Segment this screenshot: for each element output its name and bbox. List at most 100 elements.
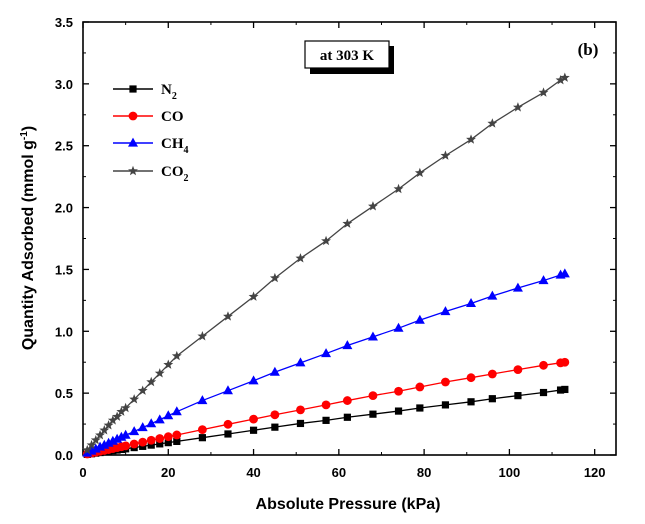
data-point-co <box>539 360 548 370</box>
temperature-annotation: at 303 K <box>304 40 394 74</box>
legend-label-base: N <box>161 82 172 98</box>
data-point-co2 <box>512 102 523 112</box>
legend-item-n2: N2 <box>113 82 177 102</box>
data-point-n2 <box>271 423 279 431</box>
data-point-co <box>163 432 173 442</box>
data-point-co <box>197 425 207 435</box>
x-tick-label: 0 <box>79 465 86 480</box>
data-point-ch4 <box>222 385 233 395</box>
data-point-co2 <box>487 118 498 128</box>
data-point-co2 <box>440 150 451 160</box>
series-ch4 <box>82 268 570 457</box>
data-point-n2 <box>156 440 164 448</box>
data-point-co2 <box>466 134 476 144</box>
data-point-co <box>466 373 476 383</box>
y-tick-label: 1.0 <box>55 324 73 339</box>
data-point-n2 <box>539 388 548 397</box>
data-point-n2 <box>514 392 522 400</box>
legend-marker <box>128 137 138 147</box>
data-point-co2 <box>248 291 259 301</box>
data-point-co2 <box>342 218 353 228</box>
data-point-co2 <box>393 183 404 194</box>
data-point-co2 <box>538 87 549 97</box>
data-point-ch4 <box>512 282 523 292</box>
data-point-n2 <box>416 404 424 412</box>
data-point-co <box>138 437 148 447</box>
y-axis-title: Quantity Adsorbed (mmol g-1) <box>19 126 37 350</box>
data-point-ch4 <box>487 290 498 300</box>
data-point-co <box>121 441 131 451</box>
data-point-n2 <box>488 395 496 403</box>
data-point-ch4 <box>269 366 280 376</box>
data-point-ch4 <box>342 340 353 350</box>
data-point-co2 <box>295 253 306 263</box>
data-point-ch4 <box>163 410 174 420</box>
data-point-co2 <box>197 331 208 341</box>
x-tick-label: 20 <box>161 465 175 480</box>
y-axis-title-close: ) <box>20 126 37 131</box>
data-point-co <box>172 430 182 440</box>
legend-label: N2 <box>161 82 177 102</box>
data-point-co <box>513 365 523 375</box>
data-point-ch4 <box>440 306 451 316</box>
data-point-ch4 <box>171 406 182 416</box>
data-point-co2 <box>146 376 157 387</box>
data-point-ch4 <box>129 426 140 436</box>
y-tick-label: 0.0 <box>55 448 73 463</box>
data-point-co2 <box>112 411 123 421</box>
data-point-co <box>146 435 156 445</box>
data-point-co2 <box>129 394 140 404</box>
data-point-ch4 <box>154 414 165 424</box>
data-point-co <box>415 382 425 392</box>
data-point-n2 <box>198 434 206 442</box>
data-point-co2 <box>555 74 566 85</box>
legend-item-co2: CO2 <box>113 164 189 184</box>
series-co <box>82 357 570 459</box>
data-point-n2 <box>147 441 155 449</box>
x-tick-label: 80 <box>417 465 431 480</box>
data-point-n2 <box>224 430 232 438</box>
data-point-co2 <box>99 425 110 435</box>
data-point-co2 <box>414 167 425 178</box>
data-point-co2 <box>103 420 114 430</box>
axis-ticks: 0 20 40 60 80 100 120 0.0 0.5 1.0 1.5 2.0 2.5 3.0 3.5 <box>55 15 616 480</box>
data-point-co <box>394 386 403 396</box>
series-line-co2 <box>86 77 566 451</box>
data-point-n2 <box>394 407 403 415</box>
data-point-ch4 <box>146 418 157 428</box>
data-point-ch4 <box>393 322 404 332</box>
y-axis-title-main: Quantity Adsorbed (mmol g <box>20 140 37 350</box>
data-point-co <box>487 369 497 379</box>
data-point-co2 <box>223 311 233 321</box>
x-tick-label: 60 <box>332 465 346 480</box>
data-point-ch4 <box>559 268 570 278</box>
legend-marker <box>128 165 138 176</box>
x-axis-title: Absolute Pressure (kPa) <box>256 496 441 513</box>
data-point-n2 <box>467 398 475 406</box>
data-point-co2 <box>116 406 127 416</box>
data-point-ch4 <box>120 429 131 439</box>
data-point-co2 <box>154 368 165 378</box>
data-point-n2 <box>249 426 258 434</box>
y-tick-label: 3.5 <box>55 15 73 30</box>
legend-label-subscript: 2 <box>172 91 177 102</box>
legend-item-ch4: CH4 <box>113 136 189 156</box>
data-point-n2 <box>296 419 305 428</box>
legend-label-subscript: 4 <box>184 145 189 156</box>
data-point-ch4 <box>137 422 148 432</box>
legend-label-base: CO <box>161 109 184 125</box>
y-tick-label: 2.0 <box>55 201 73 216</box>
x-tick-label: 100 <box>499 465 521 480</box>
legend-label: CO2 <box>161 164 189 184</box>
legend-label-subscript: 2 <box>184 173 189 184</box>
data-point-n2 <box>173 437 181 445</box>
data-point-co2 <box>86 439 97 450</box>
data-point-co2 <box>120 402 131 413</box>
data-point-ch4 <box>321 348 332 358</box>
data-point-co <box>129 439 139 449</box>
legend-label-base: CH <box>161 136 184 152</box>
data-point-n2 <box>441 401 450 409</box>
y-tick-label: 2.5 <box>55 139 73 154</box>
data-point-n2 <box>556 386 565 394</box>
